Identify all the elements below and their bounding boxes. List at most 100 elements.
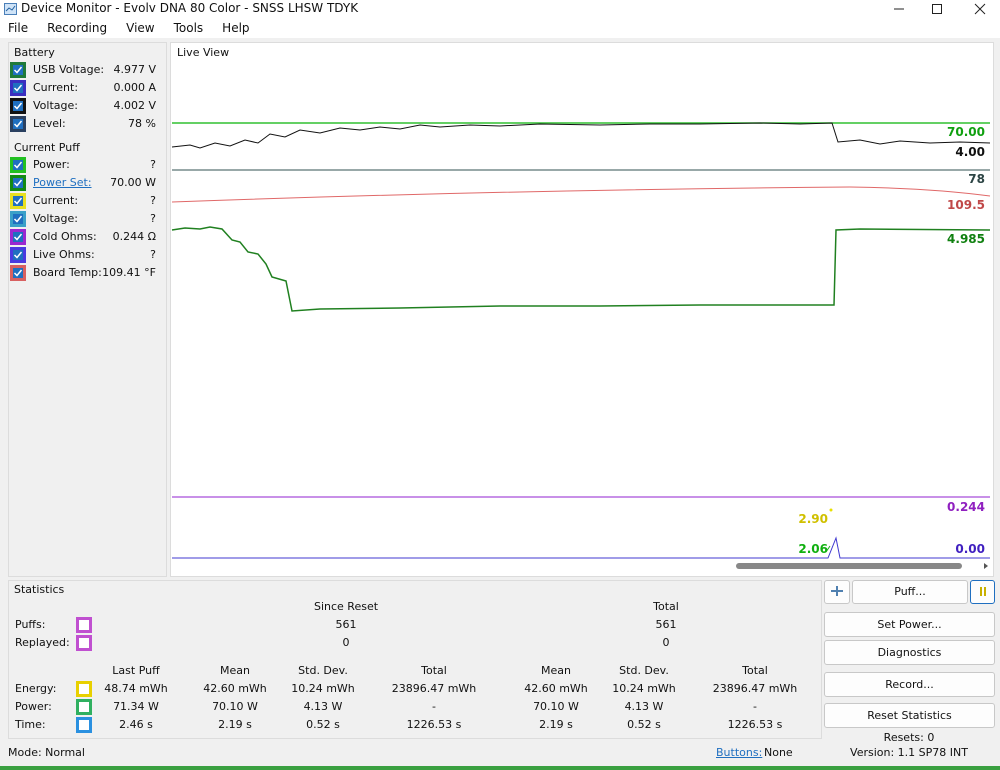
stat-value: 48.74 mWh xyxy=(104,682,168,695)
stat-value: 42.60 mWh xyxy=(203,682,267,695)
trace xyxy=(825,545,831,553)
checkbox[interactable] xyxy=(76,635,92,651)
row-value: 4.977 V xyxy=(113,63,156,76)
menu-item[interactable]: File xyxy=(8,21,29,35)
action-button[interactable]: Set Power... xyxy=(824,612,995,637)
checkbox[interactable] xyxy=(76,681,92,697)
stat-value: 561 xyxy=(655,618,677,631)
group-header: Total xyxy=(653,600,679,613)
checkbox[interactable] xyxy=(10,229,26,245)
checkbox[interactable] xyxy=(10,175,26,191)
trace xyxy=(171,226,991,312)
scrollbar[interactable] xyxy=(736,563,962,569)
row-label: Live Ohms: xyxy=(33,248,95,261)
menu-bar xyxy=(0,18,1000,38)
row-label: Current: xyxy=(33,81,79,94)
checkbox[interactable] xyxy=(10,116,26,132)
group-title: Live View xyxy=(177,46,230,59)
action-button[interactable]: Reset Statistics xyxy=(824,703,995,728)
row-value: 78 % xyxy=(128,117,156,130)
stat-label: Power: xyxy=(15,700,52,713)
row-label: USB Voltage: xyxy=(33,63,105,76)
group-header: Since Reset xyxy=(313,600,379,613)
row-label: Current: xyxy=(33,194,79,207)
pause-button[interactable] xyxy=(970,580,995,604)
stat-value: 4.13 W xyxy=(624,700,664,713)
version-label: Version: 1.1 SP78 INT xyxy=(850,746,968,759)
row-label: Voltage: xyxy=(33,212,78,225)
row-value: 109.41 °F xyxy=(102,266,156,279)
stat-value: - xyxy=(753,700,757,713)
row-value: ? xyxy=(150,194,156,207)
group-title: Battery xyxy=(14,46,55,59)
action-button[interactable]: Diagnostics xyxy=(824,640,995,665)
menu-item[interactable]: Help xyxy=(222,21,250,35)
live-value-label: 109.5 xyxy=(947,198,985,212)
group-title: Current Puff xyxy=(14,141,80,154)
statistics-panel xyxy=(8,580,822,739)
row-value: 4.002 V xyxy=(113,99,156,112)
buttons-value: None xyxy=(764,746,793,759)
stat-value: 10.24 mWh xyxy=(291,682,355,695)
live-value-label: 70.00 xyxy=(947,125,985,139)
stat-label: Time: xyxy=(15,718,46,731)
column-header: Std. Dev. xyxy=(619,664,669,677)
stat-value: 0 xyxy=(662,636,670,649)
app-icon xyxy=(4,3,17,15)
stat-label: Puffs: xyxy=(15,618,46,631)
live-value-label: 0.00 xyxy=(955,542,985,556)
checkbox[interactable] xyxy=(10,211,26,227)
column-header: Total xyxy=(421,664,447,677)
live-value-label: 2.06 xyxy=(798,542,828,556)
checkbox[interactable] xyxy=(10,157,26,173)
mode-status: Mode: Normal xyxy=(8,746,85,759)
live-value-label: 4.00 xyxy=(955,145,985,159)
menu-item[interactable]: Tools xyxy=(173,21,204,35)
checkbox[interactable] xyxy=(10,80,26,96)
stat-value: 2.19 s xyxy=(539,718,573,731)
window-controls[interactable] xyxy=(880,0,1000,18)
column-header: Total xyxy=(742,664,768,677)
checkbox[interactable] xyxy=(76,717,92,733)
stat-value: 70.10 W xyxy=(533,700,579,713)
row-label: Level: xyxy=(33,117,66,130)
column-header: Std. Dev. xyxy=(298,664,348,677)
checkbox[interactable] xyxy=(10,247,26,263)
row-label: Power: xyxy=(33,158,70,171)
column-header: Mean xyxy=(220,664,250,677)
puff-button[interactable]: Puff... xyxy=(852,580,968,604)
menu-item[interactable]: Recording xyxy=(47,21,108,35)
stat-value: 23896.47 mWh xyxy=(712,682,798,695)
left-panel xyxy=(8,42,167,577)
resets-label: Resets: 0 xyxy=(883,731,935,744)
menu-item[interactable]: View xyxy=(126,21,155,35)
checkbox[interactable] xyxy=(10,62,26,78)
checkbox[interactable] xyxy=(10,98,26,114)
stat-value: 2.19 s xyxy=(218,718,252,731)
pin-button[interactable] xyxy=(824,580,850,604)
checkbox[interactable] xyxy=(10,193,26,209)
row-label: Cold Ohms: xyxy=(33,230,97,243)
live-value-label: 4.985 xyxy=(947,232,985,246)
live-value-label: 78 xyxy=(968,172,985,186)
row-label[interactable]: Power Set: xyxy=(33,176,92,189)
column-header: Last Puff xyxy=(112,664,160,677)
group-title: Statistics xyxy=(14,583,65,596)
row-label: Board Temp: xyxy=(33,266,102,279)
scroll-arrow[interactable] xyxy=(984,563,988,569)
row-value: 70.00 W xyxy=(110,176,156,189)
stat-value: 4.13 W xyxy=(303,700,343,713)
checkbox[interactable] xyxy=(10,265,26,281)
action-button[interactable]: Record... xyxy=(824,672,995,697)
stat-value: 71.34 W xyxy=(113,700,159,713)
checkbox[interactable] xyxy=(76,699,92,715)
buttons-link[interactable]: Buttons: xyxy=(716,746,763,759)
row-value: ? xyxy=(150,248,156,261)
trace xyxy=(171,186,991,203)
checkbox[interactable] xyxy=(76,617,92,633)
stat-label: Energy: xyxy=(15,682,57,695)
stat-value: 0.52 s xyxy=(306,718,340,731)
stat-value: 42.60 mWh xyxy=(524,682,588,695)
live-value-label: 0.244 xyxy=(947,500,985,514)
